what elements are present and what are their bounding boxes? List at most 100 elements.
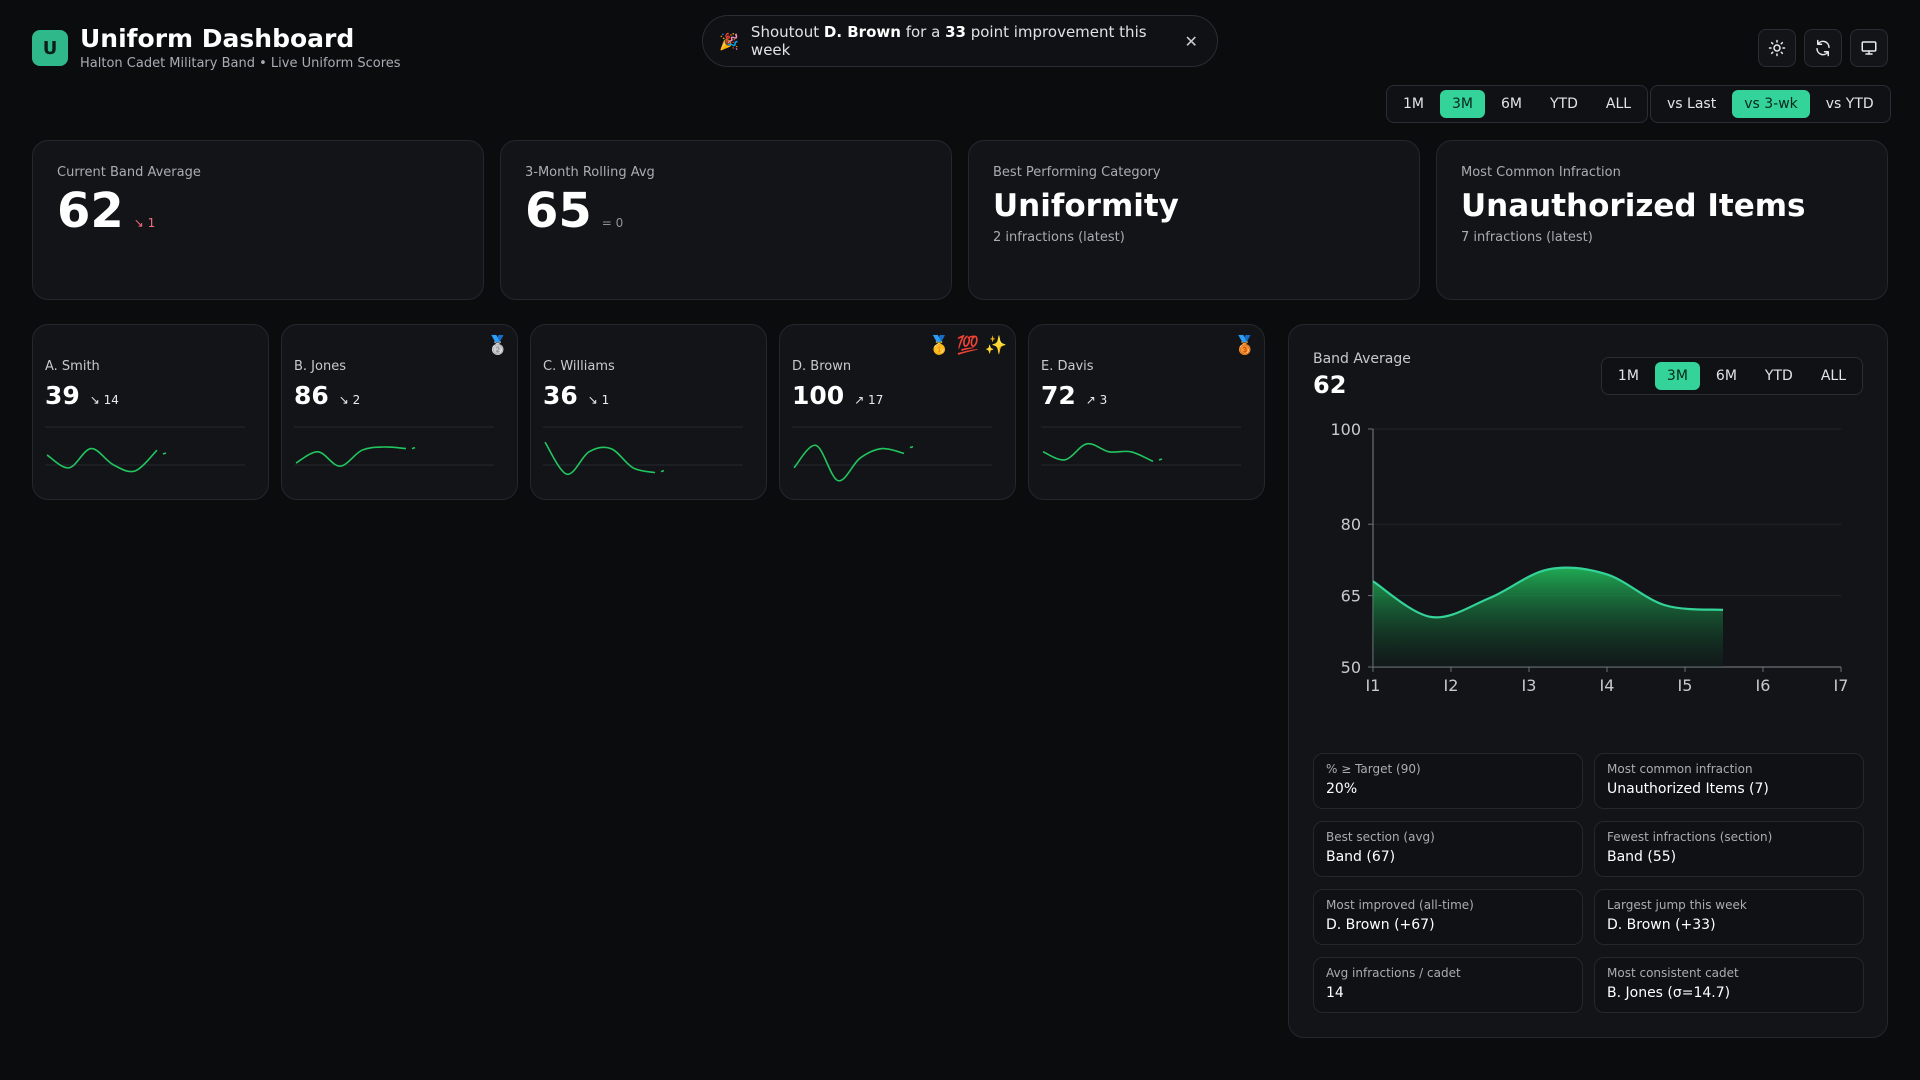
stat-value: 14 [1326,985,1344,1001]
x-tick-label: I3 [1522,676,1537,695]
stat-value: D. Brown (+67) [1326,917,1435,933]
stat-card: Best section (avg) Band (67) [1313,821,1583,877]
spark-line [544,441,656,475]
kpi-rolling-average: 3-Month Rolling Avg 65 = 0 [500,140,952,300]
stat-value: D. Brown (+33) [1607,917,1716,933]
cadet-score: 72 [1041,381,1076,410]
y-tick-label: 65 [1341,587,1361,606]
cadet-name: C. Williams [543,359,615,374]
stat-card: Fewest infractions (section) Band (55) [1594,821,1864,877]
band-average-panel: Band Average 62 1M 3M 6M YTD ALL 100 80 65… [1288,324,1888,1038]
stat-card: Most improved (all-time) D. Brown (+67) [1313,889,1583,945]
theme-toggle-button[interactable] [1758,29,1796,67]
display-mode-button[interactable] [1850,29,1888,67]
cadet-card[interactable]: A. Smith 39 ↘ 14 [32,324,269,500]
stat-value: Band (67) [1326,849,1396,865]
kpi-label: Most Common Infraction [1461,165,1621,180]
range-tab-ytd[interactable]: YTD [1550,96,1578,112]
kpi-value: 65 [525,183,592,239]
kpi-subtext: 2 infractions (latest) [993,230,1125,245]
cadet-sparkline [45,426,245,473]
range-tab-6m[interactable]: 6M [1501,96,1522,112]
kpi-delta: = 0 [601,216,624,230]
x-tick-label: I1 [1366,676,1381,695]
cadet-name: B. Jones [294,359,346,374]
stat-card: % ≥ Target (90) 20% [1313,753,1583,809]
shoutout-banner: 🎉 Shoutout D. Brown for a 33 point impro… [702,15,1218,67]
refresh-icon [1816,39,1830,57]
x-tick-label: I6 [1756,676,1771,695]
stat-card: Most consistent cadet B. Jones (σ=14.7) [1594,957,1864,1013]
cadet-sparkline [294,426,494,468]
compare-tab-ytd[interactable]: vs YTD [1825,96,1874,112]
spark-last-segment [1158,458,1163,461]
stat-label: Best section (avg) [1326,830,1435,844]
x-tick-label: I4 [1600,676,1615,695]
series-area [1373,567,1723,667]
page-title: Uniform Dashboard [80,24,355,53]
panel-label: Band Average [1313,351,1411,367]
stat-label: Most improved (all-time) [1326,898,1474,912]
spark-last-segment [660,469,665,473]
kpi-value: 62 [57,183,124,239]
chart-range-tab-all[interactable]: ALL [1820,368,1846,384]
stat-card: Largest jump this week D. Brown (+33) [1594,889,1864,945]
compare-tab-3wk[interactable]: vs 3-wk [1732,90,1810,118]
spark-last-segment [909,445,914,449]
cadet-badges: 🥉 [1233,335,1256,356]
band-average-chart: 100 80 65 50 I1 I2 I3 I4 I5 I6 I7 [1330,420,1848,695]
cadet-card[interactable]: 🥇 💯 ✨ D. Brown 100 ↗ 17 [779,324,1016,500]
y-tick-label: 50 [1341,658,1361,677]
cadet-badges: 🥈 [486,335,509,356]
cadet-delta: ↘ 2 [338,393,361,407]
compare-tab-last[interactable]: vs Last [1667,96,1717,112]
range-tab-3m[interactable]: 3M [1440,90,1485,118]
cadet-delta: ↗ 17 [854,393,884,407]
chart-range-tab-1m[interactable]: 1M [1617,368,1639,384]
cadet-delta: ↘ 1 [587,393,610,407]
stat-label: Most common infraction [1607,762,1753,776]
stat-card: Avg infractions / cadet 14 [1313,957,1583,1013]
page-subtitle: Halton Cadet Military Band • Live Unifor… [80,56,401,71]
series-line [1372,566,1724,619]
x-tick-label: I2 [1444,676,1459,695]
chart-range-tab-3m[interactable]: 3M [1654,362,1700,390]
spark-line [46,447,158,473]
kpi-common-infraction: Most Common Infraction Unauthorized Item… [1436,140,1888,300]
cadet-sparkline [543,426,743,475]
kpi-label: Best Performing Category [993,165,1161,180]
stat-value: Band (55) [1607,849,1677,865]
cadet-badges: 🥇 💯 ✨ [928,335,1007,356]
spark-line [793,444,905,482]
stat-label: Avg infractions / cadet [1326,966,1461,980]
range-tab-1m[interactable]: 1M [1403,96,1424,112]
spark-last-segment [411,446,416,450]
chart-range-tab-ytd[interactable]: YTD [1764,368,1793,384]
cadet-name: A. Smith [45,359,100,374]
shoutout-text: Shoutout D. Brown for a 33 point improve… [750,23,1147,59]
range-tab-all[interactable]: ALL [1605,96,1632,112]
stat-label: Fewest infractions (section) [1607,830,1773,844]
kpi-label: Current Band Average [57,165,201,180]
panel-value: 62 [1313,371,1347,399]
cadet-card[interactable]: 🥉 E. Davis 72 ↗ 3 [1028,324,1265,500]
cadet-card[interactable]: C. Williams 36 ↘ 1 [530,324,767,500]
kpi-value: Unauthorized Items [1461,188,1806,224]
app-logo: U [32,30,68,66]
close-icon[interactable]: ✕ [1184,31,1198,51]
y-tick-label: 100 [1330,420,1361,439]
chart-range-tab-6m[interactable]: 6M [1715,368,1737,384]
stat-label: Most consistent cadet [1607,966,1739,980]
stat-label: % ≥ Target (90) [1326,762,1421,776]
cadet-delta: ↘ 14 [89,393,119,407]
stat-label: Largest jump this week [1607,898,1747,912]
kpi-best-category: Best Performing Category Uniformity 2 in… [968,140,1420,300]
cadet-card[interactable]: 🥈 B. Jones 86 ↘ 2 [281,324,518,500]
spark-last-segment [162,452,167,455]
cadet-score: 86 [294,381,329,410]
cadet-score: 36 [543,381,578,410]
cadet-name: D. Brown [792,359,852,374]
refresh-button[interactable] [1804,29,1842,67]
range-selector: 1M 3M 6M YTD ALL [1386,85,1649,123]
party-icon: 🎉 [719,31,739,51]
